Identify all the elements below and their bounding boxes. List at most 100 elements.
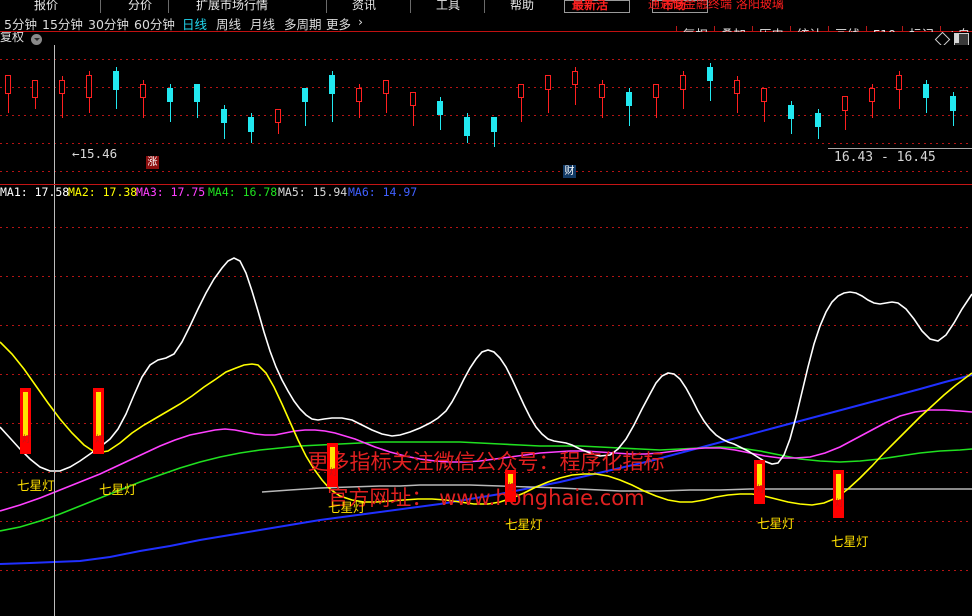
candle-body — [518, 83, 524, 98]
candle-wick — [332, 71, 333, 122]
signal-bar-core — [23, 392, 28, 436]
menu-item-help[interactable]: 帮助 — [510, 0, 535, 12]
candle-body — [356, 88, 362, 103]
period-more[interactable]: 更多 — [326, 17, 352, 32]
gridline — [0, 472, 972, 473]
candle-body — [788, 104, 794, 119]
candle-body — [572, 71, 578, 86]
menu-item-tools[interactable]: 工具 — [436, 0, 461, 12]
window-icon[interactable] — [954, 33, 969, 45]
menu-item-market[interactable]: 市场 — [662, 0, 687, 12]
indicator-pane[interactable]: 更多指标关注微信公众号：程序化指标 官方网址： www.honghaie.com… — [0, 199, 972, 616]
candle-body — [113, 71, 119, 90]
period-15min[interactable]: 15分钟 — [42, 17, 83, 32]
gridline — [0, 276, 972, 277]
candle-wick — [737, 75, 738, 114]
signal-bar-char: 灯 — [506, 483, 516, 493]
ma2-legend: MA2: 17.38 — [68, 185, 138, 199]
candle-wick — [629, 88, 630, 126]
candle-body — [86, 75, 92, 98]
period-monthly[interactable]: 月线 — [250, 17, 276, 32]
marker-cai[interactable]: 财 — [563, 165, 576, 178]
series-yellow-mid — [0, 341, 972, 506]
news-ticker[interactable]: 通达信金融终端 洛阳玻璃 — [648, 0, 784, 11]
period-60min[interactable]: 60分钟 — [134, 17, 175, 32]
menu-item-news[interactable]: 资讯 — [352, 0, 377, 12]
menu-item-latest[interactable]: 最新活 — [572, 0, 609, 12]
candle-body — [5, 75, 11, 94]
sub-toolbar[interactable]: 复权 — [0, 32, 972, 45]
candle-body — [815, 113, 821, 128]
candle-body — [383, 79, 389, 94]
candle-body — [410, 92, 416, 107]
signal-label: 七星灯 — [328, 500, 366, 515]
period-toolbar[interactable]: 5分钟 15分钟 30分钟 60分钟 日线 周线 月线 多周期 更多 › 复权 … — [0, 13, 972, 44]
signal-bar-char: 灯 — [328, 468, 338, 478]
candle-body — [248, 117, 254, 132]
ma3-legend: MA3: 17.75 — [136, 185, 206, 199]
candle-wick — [899, 71, 900, 110]
series-grey-level — [261, 484, 972, 493]
candle-body — [950, 96, 956, 111]
candle-wick — [197, 88, 198, 118]
fuquan-dropdown-label[interactable]: 复权 — [0, 32, 25, 44]
main-menu-bar[interactable]: 报价 分价 扩展市场行情 资讯 工具 帮助 最新活 市场 通达信金融终端 洛阳玻… — [0, 0, 972, 13]
candle-body — [680, 75, 686, 90]
marker-zhang[interactable]: 涨 — [146, 156, 159, 169]
period-daily[interactable]: 日线 — [182, 17, 208, 32]
menu-item-quotes[interactable]: 报价 — [34, 0, 59, 12]
signal-bar[interactable]: 灯 — [833, 470, 844, 518]
candle-wick — [710, 63, 711, 101]
signal-bar-core — [757, 464, 762, 486]
signal-bar[interactable]: 灯 — [93, 388, 104, 454]
crosshair-vertical[interactable] — [54, 199, 55, 616]
signal-bar[interactable]: 灯 — [505, 470, 516, 502]
candle-body — [734, 79, 740, 94]
signal-bar[interactable]: 灯 — [327, 443, 338, 487]
gridline — [0, 423, 972, 424]
candle-body — [923, 83, 929, 98]
signal-bar-core — [836, 474, 841, 500]
candle-wick — [8, 79, 9, 114]
candle-wick — [845, 96, 846, 131]
chevron-right-icon[interactable]: › — [358, 14, 363, 29]
ma5-legend: MA5: 15.94 — [278, 185, 348, 199]
signal-bar[interactable]: 灯 — [754, 460, 765, 504]
candle-body — [329, 75, 335, 94]
low-price-label: ←15.46 — [72, 146, 118, 161]
signal-label: 七星灯 — [99, 482, 137, 497]
signal-bar-core — [96, 392, 101, 436]
gridline — [0, 374, 972, 375]
crosshair-vertical[interactable] — [54, 45, 55, 184]
ma1-legend: MA1: 17.58 — [0, 185, 70, 199]
candle-wick — [575, 67, 576, 105]
diamond-icon[interactable] — [934, 32, 951, 45]
gridline — [0, 570, 972, 571]
series-blue-trend — [0, 374, 972, 565]
period-5min[interactable]: 5分钟 — [4, 17, 37, 32]
candle-wick — [602, 79, 603, 118]
series-magenta-slow — [0, 409, 972, 512]
crosshair-vertical — [54, 185, 55, 199]
signal-bar[interactable]: 灯 — [20, 388, 31, 454]
chevron-down-icon[interactable] — [31, 34, 42, 45]
signal-label: 七星灯 — [505, 517, 543, 532]
period-weekly[interactable]: 周线 — [216, 17, 242, 32]
price-candlestick-pane[interactable]: ←15.46 涨 财 16.43 - 16.45 — [0, 45, 972, 185]
menu-item-fenjia[interactable]: 分价 — [128, 0, 153, 12]
menu-item-extmarket[interactable]: 扩展市场行情 — [196, 0, 269, 12]
candle-wick — [521, 84, 522, 122]
signal-bar-char: 灯 — [755, 485, 765, 495]
candle-body — [545, 75, 551, 90]
candle-body — [896, 75, 902, 90]
gridline — [0, 143, 972, 144]
candle-body — [491, 117, 497, 132]
period-multi[interactable]: 多周期 — [284, 17, 322, 32]
gridline — [0, 115, 972, 116]
candle-body — [275, 109, 281, 124]
period-30min[interactable]: 30分钟 — [88, 17, 129, 32]
candle-wick — [413, 92, 414, 126]
gridline — [0, 521, 972, 522]
signal-bar-char: 灯 — [94, 435, 104, 445]
indicator-line-chart — [0, 257, 972, 565]
